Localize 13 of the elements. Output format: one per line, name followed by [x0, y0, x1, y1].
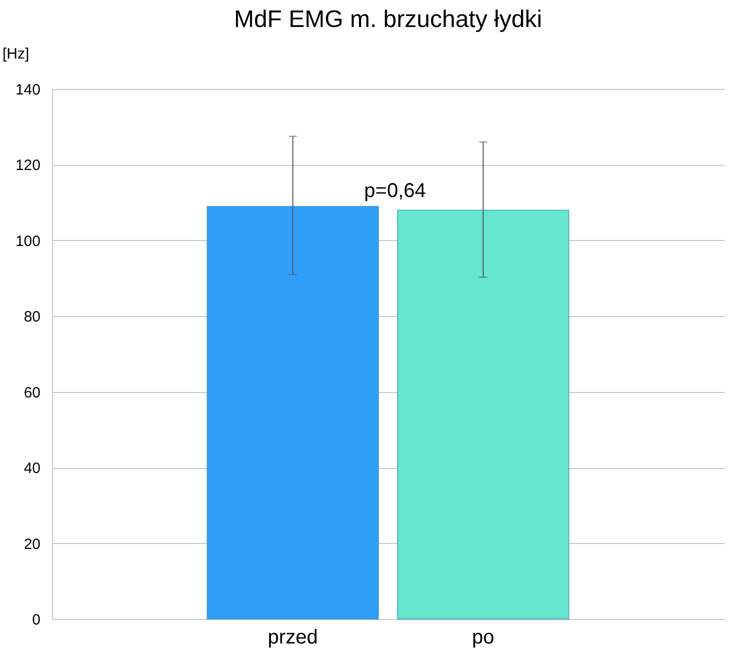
y-tick-label: 100 — [15, 232, 40, 250]
y-tick-label: 120 — [15, 157, 40, 174]
y-tick-label: 80 — [24, 308, 40, 326]
annotation: p=0,64 — [364, 180, 426, 202]
y-tick-label: 0 — [32, 612, 40, 628]
y-axis-title: [Hz] — [2, 46, 30, 62]
chart-title: MdF EMG m. brzuchaty łydki — [234, 6, 542, 33]
y-tick-label: 40 — [24, 460, 40, 478]
x-tick-label: po — [472, 626, 494, 648]
y-tick-label: 60 — [24, 384, 40, 402]
x-tick-label: przed — [268, 626, 318, 648]
y-tick-label: 140 — [15, 82, 40, 98]
y-tick-label: 20 — [24, 536, 40, 553]
